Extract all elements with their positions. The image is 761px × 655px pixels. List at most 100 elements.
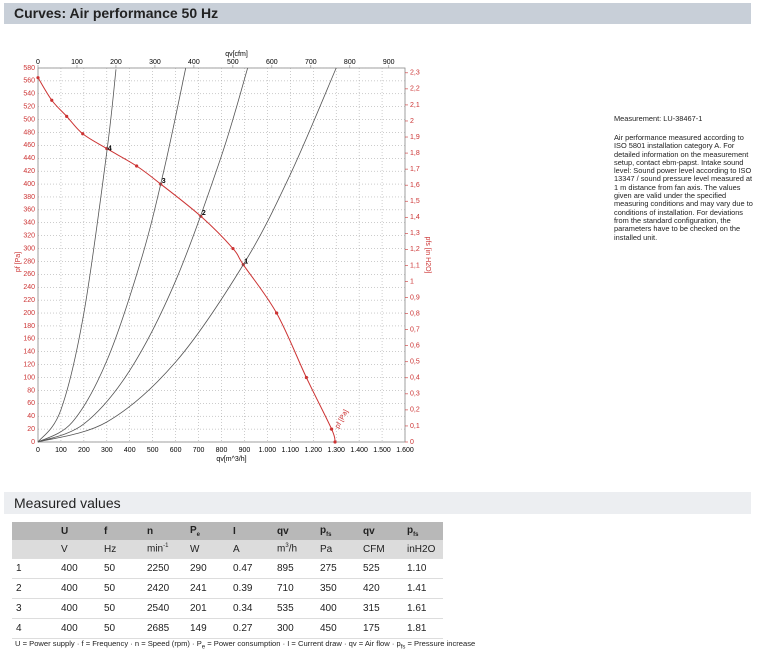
y2-tick-label: 0,1 [410, 423, 420, 430]
cell: 350 [316, 578, 359, 599]
text: V [61, 543, 68, 555]
cell: 0.39 [229, 578, 273, 599]
text: = Pressure increase [405, 639, 476, 648]
text: p [407, 524, 414, 536]
notes-text: Air performance measured according to IS… [614, 133, 753, 242]
y-tick-label: 460 [23, 142, 35, 149]
point-marker [274, 311, 279, 315]
cell: 1.61 [403, 598, 443, 619]
y-tick-label: 340 [23, 220, 35, 227]
point-marker [231, 246, 235, 251]
y-tick-label: 40 [27, 413, 35, 420]
y2-tick-label: 0 [410, 439, 414, 446]
y-tick-label: 120 [23, 361, 35, 368]
y2-tick-label: 1 [410, 278, 414, 285]
header-cell: qv [273, 522, 316, 540]
text: Pa [320, 543, 333, 555]
cell: 1 [12, 558, 57, 579]
y2-tick-label: 2,2 [410, 86, 420, 93]
y2-tick-label: 2,3 [410, 70, 420, 77]
y-tick-label: 580 [23, 65, 35, 72]
footnote: U = Power supply · f = Frequency · n = S… [15, 639, 475, 651]
unit-cell: Hz [100, 540, 143, 559]
x-tick-label: 1.400 [350, 447, 368, 454]
y-tick-label: 240 [23, 284, 35, 291]
x2-axis-label: qv[cfm] [225, 51, 248, 58]
cell: 1.10 [403, 558, 443, 579]
y-tick-label: 500 [23, 116, 35, 123]
y2-tick-label: 0,4 [410, 375, 420, 382]
point-marker [36, 76, 40, 80]
header-cell: f [100, 522, 143, 540]
y2-tick-label: 2 [410, 118, 414, 125]
text: I [233, 525, 236, 537]
x2-tick-label: 300 [149, 59, 161, 66]
x-axis-label: qv[m^3/h] [216, 456, 246, 463]
unit-cell: m3/h [273, 540, 316, 559]
text: CFM [363, 543, 385, 555]
y-tick-label: 480 [23, 129, 35, 136]
system-curve [37, 67, 249, 443]
x-tick-label: 1.300 [327, 447, 345, 454]
y2-tick-label: 1,9 [410, 134, 420, 141]
cell: 50 [100, 558, 143, 579]
system-curve [37, 67, 187, 443]
cell: 400 [57, 618, 100, 639]
text: A [233, 543, 240, 555]
cell: 0.34 [229, 598, 273, 619]
cell: 0.27 [229, 618, 273, 639]
y2-tick-label: 0,6 [410, 343, 420, 350]
y-tick-label: 560 [23, 78, 35, 85]
point-marker [81, 132, 85, 136]
unit-cell: inH2O [403, 540, 443, 559]
unit-cell: V [57, 540, 100, 559]
y-tick-label: 280 [23, 258, 35, 265]
y-tick-label: 440 [23, 155, 35, 162]
cell: 290 [186, 558, 229, 579]
x-tick-label: 200 [78, 447, 90, 454]
point-marker [50, 98, 54, 102]
y-tick-label: 360 [23, 207, 35, 214]
y-tick-label: 320 [23, 232, 35, 239]
y2-tick-label: 0,9 [410, 294, 420, 301]
operating-point-label: 3 [162, 178, 166, 185]
text: /h [288, 543, 298, 555]
y-tick-label: 400 [23, 181, 35, 188]
superscript: 3 [285, 543, 289, 550]
x2-tick-label: 700 [305, 59, 317, 66]
cell: 175 [359, 618, 403, 639]
y2-tick-label: 0,5 [410, 359, 420, 366]
text: inH2O [407, 543, 436, 555]
text: qv [363, 525, 375, 537]
text: n [147, 525, 154, 537]
x2-tick-label: 600 [266, 59, 278, 66]
x-tick-label: 0 [36, 447, 40, 454]
text: = Power consumption · I = Current draw ·… [205, 639, 401, 648]
y2-tick-label: 1,5 [410, 198, 420, 205]
y-tick-label: 100 [23, 374, 35, 381]
point-marker [304, 375, 308, 380]
cell: 895 [273, 558, 316, 579]
x2-tick-label: 100 [71, 59, 83, 66]
system-curve [37, 69, 117, 443]
header-cell: U [57, 522, 100, 540]
x-tick-label: 700 [193, 447, 205, 454]
y-tick-label: 300 [23, 245, 35, 252]
text: p [320, 524, 327, 536]
operating-point-label: 4 [108, 146, 112, 153]
y-tick-label: 420 [23, 168, 35, 175]
measurement: Measurement: LU-38467-1 [614, 114, 703, 123]
x-tick-label: 900 [239, 447, 251, 454]
cell: 241 [186, 578, 229, 599]
header-cell: pfs [403, 522, 443, 540]
header-cell: Pe [186, 522, 229, 540]
y2-tick-label: 1,6 [410, 182, 420, 189]
text: P [190, 524, 197, 536]
y2-tick-label: 1,1 [410, 262, 420, 269]
data-row: 1 400 50 2250 290 0.47 895 275 525 1.10 [12, 558, 443, 579]
header-title: Curves: Air performance 50 Hz [4, 3, 751, 24]
y2-tick-label: 1,3 [410, 230, 420, 237]
y2-tick-label: 0,7 [410, 326, 420, 333]
x2-tick-label: 400 [188, 59, 200, 66]
